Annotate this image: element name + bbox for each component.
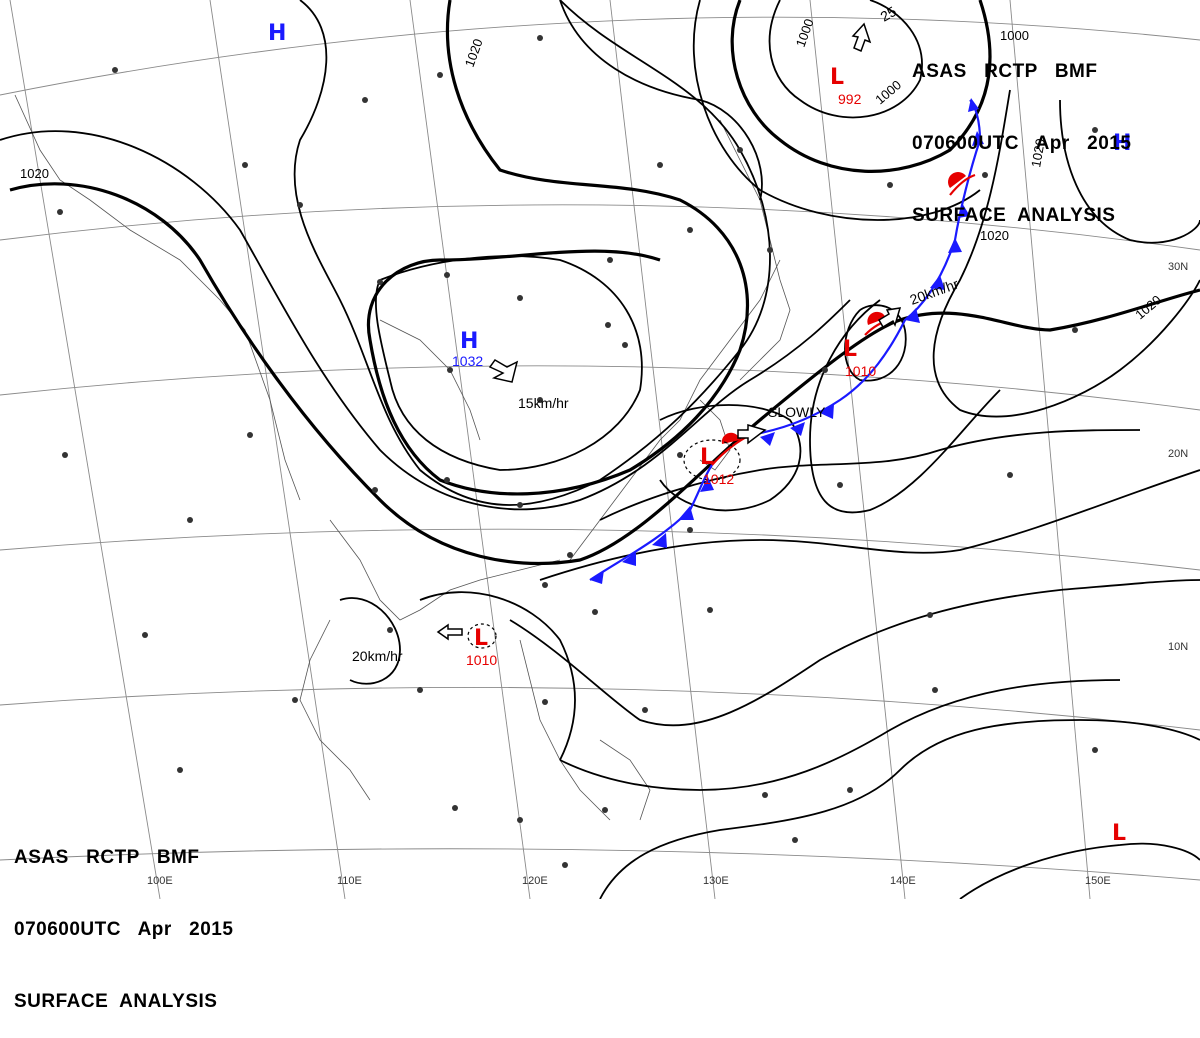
pressure-value: 1010 xyxy=(845,363,876,379)
high-pressure-center: H xyxy=(460,329,478,354)
lon-label-100e: 100E xyxy=(147,875,173,887)
isobar-label: 1020 xyxy=(1028,137,1048,168)
lon-label-110e: 110E xyxy=(337,875,362,887)
lon-label-150e: 150E xyxy=(1085,875,1111,887)
motion-arrow-icon xyxy=(851,22,872,53)
latitude-labels: 30N 20N 10N xyxy=(1168,261,1188,653)
isobar-label: 1020 xyxy=(980,228,1009,243)
motion-arrow-icon xyxy=(488,359,519,383)
lon-label-120e: 120E xyxy=(522,875,548,887)
analysis-type: SURFACE ANALYSIS xyxy=(14,991,218,1012)
station-plots xyxy=(57,35,1098,868)
high-pressure-center: H xyxy=(1113,131,1131,156)
analysis-type: SURFACE ANALYSIS xyxy=(912,205,1116,226)
lat-label-30n: 30N xyxy=(1168,261,1188,273)
high-pressure-center: H xyxy=(268,21,286,46)
isobar-label: 1000 xyxy=(1000,28,1029,43)
motion-speed-label: SLOWLY xyxy=(768,404,826,420)
motion-arrow-icon xyxy=(877,307,902,329)
isobar-label: 1020 xyxy=(462,37,486,69)
longitude-labels: 100E 110E 120E 130E 140E 150E xyxy=(147,875,1111,887)
motion-speed-label: 25 xyxy=(878,3,900,25)
product-line: ASAS RCTP BMF xyxy=(912,61,1098,82)
weather-map: 100E 110E 120E 130E 140E 150E 30N 20N 10… xyxy=(0,0,1200,899)
low-pressure-center: L xyxy=(700,445,714,470)
low-pressure-center: L xyxy=(474,626,488,651)
isobars xyxy=(0,0,1200,899)
coastlines xyxy=(14,94,791,821)
pressure-value: 992 xyxy=(838,91,862,107)
motion-arrows xyxy=(436,22,902,641)
map-title-top: ASAS RCTP BMF 070600UTC Apr 2015 SURFACE… xyxy=(912,12,1131,252)
motion-speed-label: 20km/hr xyxy=(908,275,961,307)
motion-arrow-icon xyxy=(737,423,767,445)
cold-front xyxy=(589,98,984,584)
low-rings xyxy=(467,439,741,649)
valid-time: 070600UTC Apr 2015 xyxy=(912,133,1132,154)
lon-label-140e: 140E xyxy=(890,875,916,887)
low-pressure-center: L xyxy=(843,337,857,362)
lon-label-130e: 130E xyxy=(703,875,729,887)
lat-label-20n: 20N xyxy=(1168,448,1188,460)
pressure-value: 1032 xyxy=(452,353,483,369)
map-title-bottom: ASAS RCTP BMF 070600UTC Apr 2015 SURFACE… xyxy=(14,798,233,1038)
pressure-systems: H H 1032 H L 992 L 1010 L 1012 L 1010 L xyxy=(268,21,1131,846)
motion-speed-label: 15km/hr xyxy=(518,395,569,411)
valid-time: 070600UTC Apr 2015 xyxy=(14,919,234,940)
isobar-label: 1020 xyxy=(1132,292,1164,322)
motion-labels: 15km/hr 20km/hr SLOWLY 20km/hr 25 xyxy=(352,3,961,664)
pressure-value: 1010 xyxy=(466,652,497,668)
lat-label-10n: 10N xyxy=(1168,641,1188,653)
pressure-value: 1012 xyxy=(703,471,734,487)
product-line: ASAS RCTP BMF xyxy=(14,847,200,868)
low-pressure-center: L xyxy=(1112,821,1126,846)
motion-arrow-icon xyxy=(436,623,463,641)
motion-speed-label: 20km/hr xyxy=(352,648,403,664)
low-pressure-center: L xyxy=(830,65,844,90)
isobar-label: 1020 xyxy=(20,166,49,181)
